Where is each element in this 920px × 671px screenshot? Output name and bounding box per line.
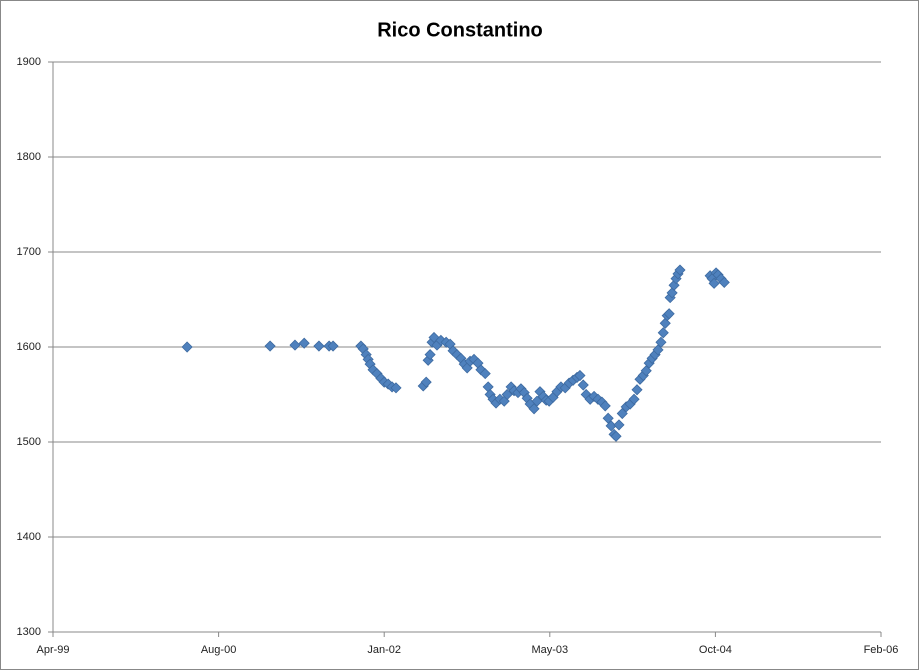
marker (424, 349, 436, 361)
marker (666, 287, 678, 299)
marker (528, 403, 540, 415)
marker (663, 308, 675, 320)
marker (313, 340, 325, 352)
y-tick-label: 1700 (17, 246, 41, 258)
marker (613, 419, 625, 431)
marker (298, 337, 310, 349)
marker (659, 317, 671, 329)
y-tick-label: 1300 (17, 626, 41, 638)
marker (652, 344, 664, 356)
marker (640, 365, 652, 377)
x-tick-label: Apr-99 (36, 644, 69, 656)
marker (327, 340, 339, 352)
x-tick-label: Jan-02 (367, 644, 401, 656)
marker (657, 327, 669, 339)
marker (574, 369, 586, 382)
marker (181, 341, 193, 353)
y-tick-label: 1500 (17, 436, 41, 448)
marker (420, 376, 432, 388)
marker (531, 395, 543, 407)
x-tick-label: Feb-06 (864, 644, 899, 656)
y-tick-label: 1900 (17, 56, 41, 68)
marker (289, 339, 301, 351)
marker (628, 393, 640, 405)
marker (501, 388, 513, 401)
marker (610, 430, 622, 442)
y-tick-label: 1400 (17, 531, 41, 543)
marker (655, 336, 667, 348)
marker (599, 400, 611, 412)
x-tick-label: Aug-00 (201, 644, 236, 656)
x-tick-label: May-03 (531, 644, 568, 656)
chart-title: Rico Constantino (377, 19, 543, 41)
marker (479, 368, 491, 380)
y-tick-label: 1600 (17, 341, 41, 353)
marker (577, 379, 589, 391)
y-tick-label: 1800 (17, 151, 41, 163)
marker (390, 382, 402, 394)
marker (708, 277, 720, 289)
marker (616, 407, 628, 420)
x-tick-label: Oct-04 (699, 644, 732, 656)
marker (264, 340, 276, 352)
marker (631, 384, 643, 396)
marker (718, 276, 730, 288)
marker (674, 264, 686, 276)
